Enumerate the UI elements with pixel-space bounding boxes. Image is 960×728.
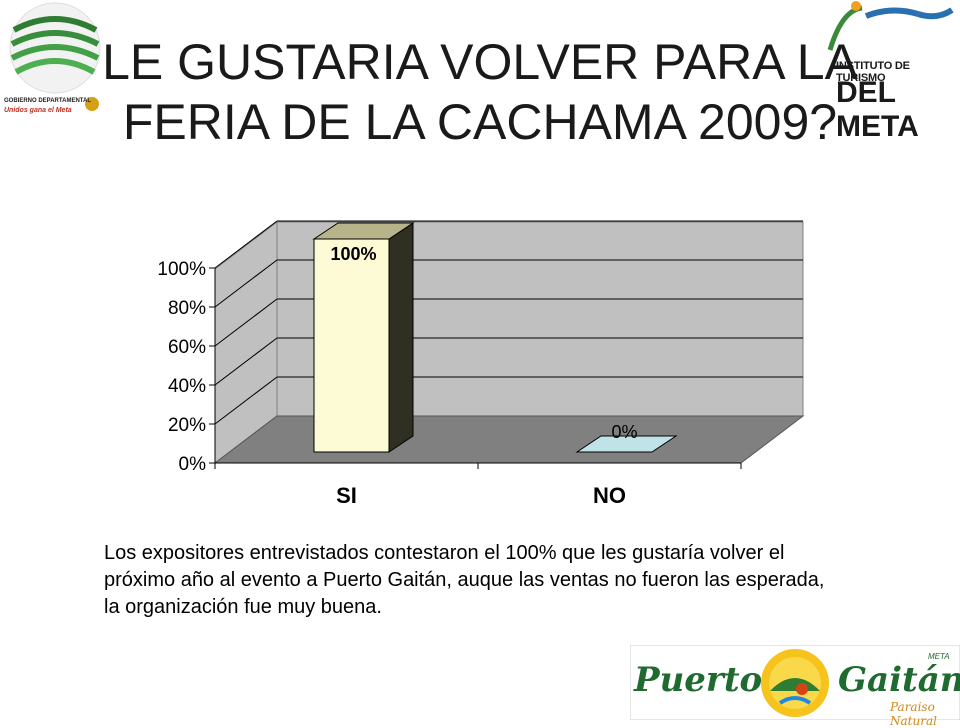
logo-right-line1: INSTITUTO DE TURISMO [836, 60, 910, 84]
gridline-side [214, 376, 278, 425]
y-tick-label: 20% [168, 415, 206, 436]
gridline-side [214, 298, 278, 347]
x-category-label: SI [336, 483, 357, 508]
slide-title-line-1: LE GUSTARIA VOLVER PARA LA [102, 34, 858, 90]
puerto-gaitan-logo [630, 645, 960, 720]
gobierno-departamental-logo [9, 2, 101, 111]
gridline-side [214, 337, 278, 386]
slide-title-line-2: FERIA DE LA CACHAMA 2009? [122, 94, 838, 150]
logo-left-caption: GOBIERNO DEPARTAMENTAL [4, 98, 91, 104]
bar-si-top [312, 222, 415, 240]
bar-si-side [388, 222, 414, 453]
y-tick-label: 80% [168, 298, 206, 319]
gridline-side [214, 259, 278, 308]
description-text: Los expositores entrevistados contestaro… [104, 542, 825, 618]
logo-bottom-meta: META [928, 652, 950, 661]
logo-bottom-word2: Gaitán [838, 660, 960, 700]
y-tick-label: 100% [157, 259, 206, 280]
bar-no [575, 435, 678, 453]
instituto-turismo-logo [827, 1, 954, 51]
logo-bottom-word1: Puerto [634, 660, 763, 700]
y-tick-label: 40% [168, 376, 206, 397]
y-tick-label: 0% [179, 454, 207, 475]
bar-si [313, 238, 390, 453]
x-category-label: NO [593, 483, 626, 508]
gridline-side [214, 220, 278, 269]
data-label: 100% [330, 244, 376, 264]
logo-right-line2: DEL META [836, 76, 919, 143]
chart-floor [213, 415, 805, 464]
data-label: 0% [611, 422, 637, 442]
y-tick-label: 60% [168, 337, 206, 358]
logo-left-tagline: Unidos gana el Meta [4, 107, 72, 114]
slide-title: LE GUSTARIA VOLVER PARA LA FERIA DE LA C… [0, 32, 960, 152]
